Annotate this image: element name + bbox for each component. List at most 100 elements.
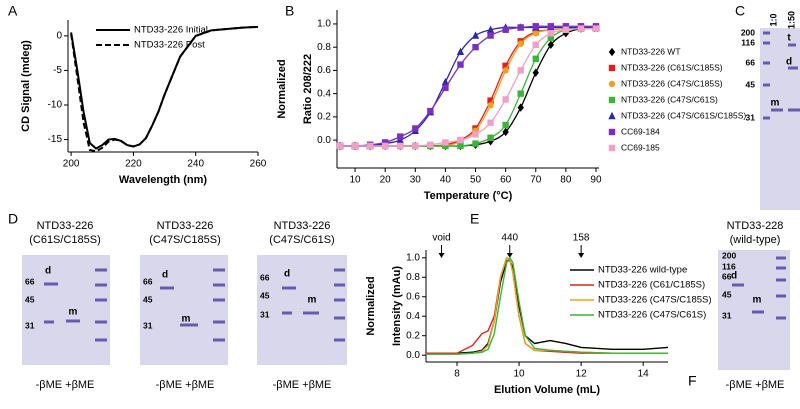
- x-axis-title: Elution Volume (mL): [494, 384, 600, 396]
- point: [547, 30, 555, 37]
- point: [472, 43, 479, 51]
- y-axis-title: Normalized: [365, 276, 377, 335]
- point: [532, 30, 539, 37]
- y-tick-label: 0.6: [317, 65, 331, 76]
- gel-band: [334, 298, 345, 302]
- point: [517, 24, 524, 31]
- panel-label: E: [470, 211, 479, 227]
- gel-title: (wild-type): [730, 234, 781, 246]
- ladder-label: 45: [143, 294, 153, 304]
- annotation: 158: [573, 233, 590, 244]
- legend-label: CC69-184: [621, 126, 660, 136]
- gel-band: [776, 294, 786, 298]
- point: [442, 84, 449, 92]
- x-tick-label: 20: [380, 175, 392, 186]
- gel-band: [788, 66, 798, 70]
- point: [592, 25, 600, 32]
- x-tick-label: 50: [470, 175, 482, 186]
- point: [517, 40, 524, 47]
- gel-title: NTD33-228: [727, 220, 784, 232]
- legend-marker: [608, 64, 616, 72]
- band-label: t: [787, 33, 791, 44]
- legend-label: NTD33-226 (C61/C185S): [598, 280, 705, 291]
- gel-band: [334, 316, 345, 320]
- arrow-head: [578, 253, 585, 258]
- legend-label: NTD33-226 (C47S/C185S): [621, 78, 723, 88]
- fit-line: [340, 26, 597, 147]
- panel-label: B: [285, 3, 294, 19]
- point: [487, 102, 494, 109]
- y-tick-label: 0.0: [406, 350, 420, 361]
- point: [577, 25, 585, 32]
- y-tick-label: 0: [56, 31, 62, 42]
- gel-band: [776, 256, 786, 260]
- gel-band: [776, 266, 786, 270]
- gel-footer: -βME +βME: [726, 379, 785, 391]
- point: [532, 41, 539, 49]
- point: [487, 134, 494, 141]
- legend-label: NTD33-226 (C47S/C61S): [598, 310, 706, 321]
- y-tick-label: 1.0: [406, 252, 420, 263]
- panel-label: C: [735, 3, 745, 19]
- point: [457, 142, 464, 150]
- legend-label: NTD33-226 Post: [134, 40, 205, 51]
- gel-band: [771, 108, 783, 112]
- point: [487, 97, 494, 104]
- point: [441, 77, 450, 86]
- gel-footer: -βME +βME: [273, 379, 332, 391]
- legend-marker: [608, 144, 616, 152]
- gel-band: [95, 268, 107, 272]
- band-label: d: [162, 270, 168, 281]
- gel-image: [718, 250, 790, 370]
- y-axis-title: Ratio 208/222: [302, 54, 314, 124]
- annotation: 440: [501, 233, 518, 244]
- gel-image: [22, 255, 110, 365]
- gel-image: [257, 255, 347, 365]
- ladder-label: 66: [25, 276, 35, 286]
- lane-label: 1:0: [768, 13, 778, 26]
- band-label: m: [69, 307, 78, 318]
- legend-marker: [608, 111, 616, 120]
- ladder-label: 45: [722, 289, 732, 299]
- point: [336, 142, 344, 150]
- gel-band: [95, 338, 107, 342]
- point: [427, 141, 434, 148]
- point: [532, 68, 539, 77]
- x-tick-label: 80: [560, 175, 572, 186]
- point: [502, 96, 509, 103]
- x-tick-label: 40: [440, 175, 452, 186]
- gel-band: [95, 320, 107, 324]
- gel-footer: -βME +βME: [156, 379, 215, 391]
- gel-band: [213, 268, 225, 272]
- point: [472, 140, 479, 147]
- gel-band: [160, 286, 174, 290]
- ladder-label: 31: [25, 320, 35, 330]
- legend-label: NTD33-226 WT: [621, 46, 681, 56]
- point: [397, 133, 404, 140]
- x-axis-title: Temperature (°C): [424, 190, 513, 202]
- legend-label: NTD33-226 (C47S/C185S): [598, 295, 712, 306]
- ladder-label: 66: [260, 272, 270, 282]
- y-tick-label: -10: [48, 100, 63, 111]
- point: [502, 26, 509, 33]
- gel-band: [752, 310, 764, 314]
- point: [412, 125, 419, 132]
- point: [366, 142, 374, 150]
- gel-band: [213, 338, 225, 342]
- panel-label: F: [688, 373, 697, 389]
- arrow-head: [506, 253, 513, 258]
- legend-label: NTD33-226 (C47S/C61S/C185S): [621, 110, 746, 120]
- ladder-label: 31: [143, 320, 153, 330]
- gel-band: [763, 116, 770, 120]
- ladder-label: 31: [746, 112, 756, 122]
- legend-marker: [608, 96, 616, 104]
- y-tick-label: 0.2: [317, 112, 331, 123]
- point: [502, 127, 509, 137]
- y-tick-label: 0.4: [406, 311, 420, 322]
- gel-band: [788, 108, 800, 112]
- ladder-label: 45: [260, 290, 270, 300]
- point: [397, 142, 404, 150]
- gel-band: [732, 283, 744, 287]
- gel-band: [44, 282, 58, 286]
